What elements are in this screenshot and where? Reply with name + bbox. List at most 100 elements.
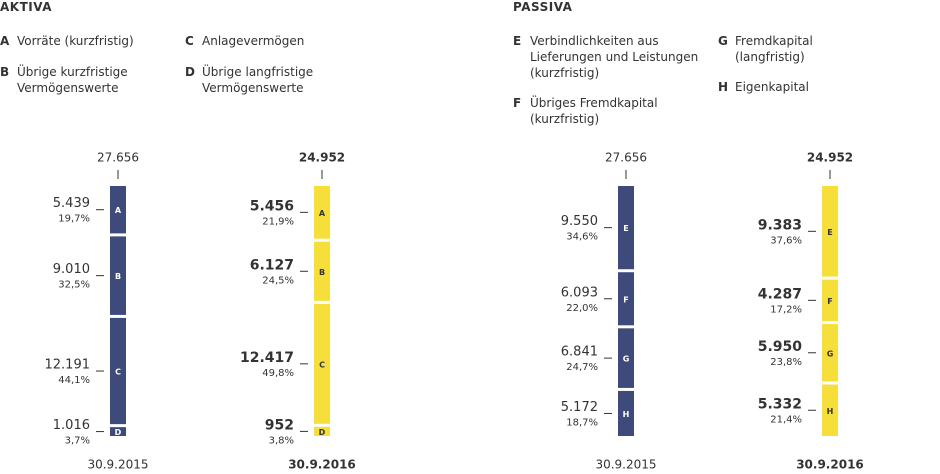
segment xyxy=(314,426,330,436)
segment-key: B xyxy=(319,268,325,277)
legend-item: G Fremdkapital (langfristig) xyxy=(718,33,855,65)
segment xyxy=(618,186,634,270)
segment xyxy=(314,303,330,424)
segment-key: C xyxy=(319,360,325,369)
share-label: 21,9% xyxy=(262,216,294,227)
legend-key: B xyxy=(0,65,10,79)
total-label: 27.656 xyxy=(97,151,139,165)
segment-key: G xyxy=(827,349,834,358)
legend-key: E xyxy=(513,34,522,48)
value-label: 1.016 xyxy=(53,418,90,433)
legend-label: Verbindlichkeiten aus Lieferungen und Le… xyxy=(530,34,699,80)
share-label: 49,8% xyxy=(262,368,294,379)
legend-item: C Anlagevermögen xyxy=(185,33,362,49)
value-label: 5.456 xyxy=(250,198,294,214)
value-label: 5.439 xyxy=(53,196,90,211)
legend-key: A xyxy=(0,34,10,48)
segment-key: E xyxy=(827,228,832,237)
legend-item: F Übriges Fremdkapital (kurzfristig) xyxy=(513,95,690,127)
share-label: 37,6% xyxy=(770,235,802,246)
total-label: 24.952 xyxy=(807,151,853,165)
total-label: 24.952 xyxy=(299,151,345,165)
segment xyxy=(618,328,634,388)
segment-key: F xyxy=(827,297,832,306)
value-label: 5.332 xyxy=(758,396,802,412)
legend-item: H Eigenkapital xyxy=(718,79,895,95)
x-label: 30.9.2015 xyxy=(87,458,148,472)
legend-key: F xyxy=(513,96,522,110)
share-label: 22,0% xyxy=(566,303,598,314)
segment-key: H xyxy=(623,410,630,419)
share-label: 32,5% xyxy=(58,280,90,291)
x-label: 30.9.2016 xyxy=(288,458,356,472)
share-label: 44,1% xyxy=(58,375,90,386)
segment xyxy=(110,317,126,425)
value-label: 9.010 xyxy=(53,262,90,277)
share-label: 3,8% xyxy=(269,435,294,446)
legend-label: Anlagevermögen xyxy=(202,34,305,48)
segment-key: D xyxy=(115,428,122,437)
value-label: 5.950 xyxy=(758,339,803,355)
legend-label: Übriges Fremdkapital (kurzfristig) xyxy=(530,96,658,126)
value-label: 4.287 xyxy=(758,286,802,302)
legend-label: Fremdkapital (langfristig) xyxy=(735,34,813,64)
value-label: 5.172 xyxy=(561,400,598,415)
segment xyxy=(822,279,838,322)
legend-key: D xyxy=(185,65,195,79)
share-label: 21,4% xyxy=(770,414,802,425)
segment xyxy=(110,427,126,436)
legend-label: Vorräte (kurzfristig) xyxy=(17,34,134,48)
legend-item: E Verbindlichkeiten aus Lieferungen und L… xyxy=(513,33,700,81)
total-label: 27.656 xyxy=(605,151,647,165)
share-label: 19,7% xyxy=(58,214,90,225)
legend-label: Eigenkapital xyxy=(735,80,809,94)
share-label: 23,8% xyxy=(770,357,802,368)
x-label: 30.9.2016 xyxy=(796,458,864,472)
value-label: 12.417 xyxy=(240,350,294,366)
segment-key: F xyxy=(623,295,628,304)
share-label: 3,7% xyxy=(65,436,90,447)
value-label: 6.841 xyxy=(561,345,598,360)
segment xyxy=(618,390,634,436)
legend-item: D Übrige langfristige Vermögenswerte xyxy=(185,64,342,96)
value-label: 12.191 xyxy=(45,358,91,373)
segment xyxy=(110,186,126,234)
segment xyxy=(618,272,634,326)
legend-label: Übrige kurzfristige Vermögenswerte xyxy=(17,65,128,95)
x-label: 30.9.2015 xyxy=(595,458,656,472)
segment xyxy=(110,236,126,315)
value-label: 9.550 xyxy=(561,214,598,229)
share-label: 24,7% xyxy=(566,362,598,373)
legend-key: G xyxy=(718,34,728,48)
segment-key: C xyxy=(115,368,121,377)
value-label: 6.127 xyxy=(250,257,294,273)
legend-item: A Vorräte (kurzfristig) xyxy=(0,33,157,49)
share-label: 34,6% xyxy=(566,232,598,243)
segment-key: E xyxy=(623,224,628,233)
legend-key: H xyxy=(718,80,729,94)
value-label: 6.093 xyxy=(561,285,598,300)
segment-key: H xyxy=(827,407,834,416)
segment-key: A xyxy=(319,209,326,218)
value-label: 952 xyxy=(265,417,294,433)
share-label: 18,7% xyxy=(566,417,598,428)
chart-title: PASSIVA xyxy=(513,0,573,14)
segment-key: G xyxy=(623,355,630,364)
legend-item: B Übrige kurzfristige Vermögenswerte xyxy=(0,64,167,96)
share-label: 24,5% xyxy=(262,275,294,286)
value-label: 9.383 xyxy=(758,217,802,233)
segment xyxy=(822,186,838,277)
segment-key: B xyxy=(115,272,121,281)
segment xyxy=(822,324,838,382)
segment xyxy=(314,186,330,239)
segment xyxy=(314,241,330,301)
chart-title: AKTIVA xyxy=(0,0,52,14)
segment-key: A xyxy=(115,206,122,215)
segment-key: D xyxy=(319,428,326,437)
share-label: 17,2% xyxy=(770,304,802,315)
legend-key: C xyxy=(185,34,194,48)
legend-label: Übrige langfristige Vermögenswerte xyxy=(202,65,314,95)
segment xyxy=(822,384,838,436)
